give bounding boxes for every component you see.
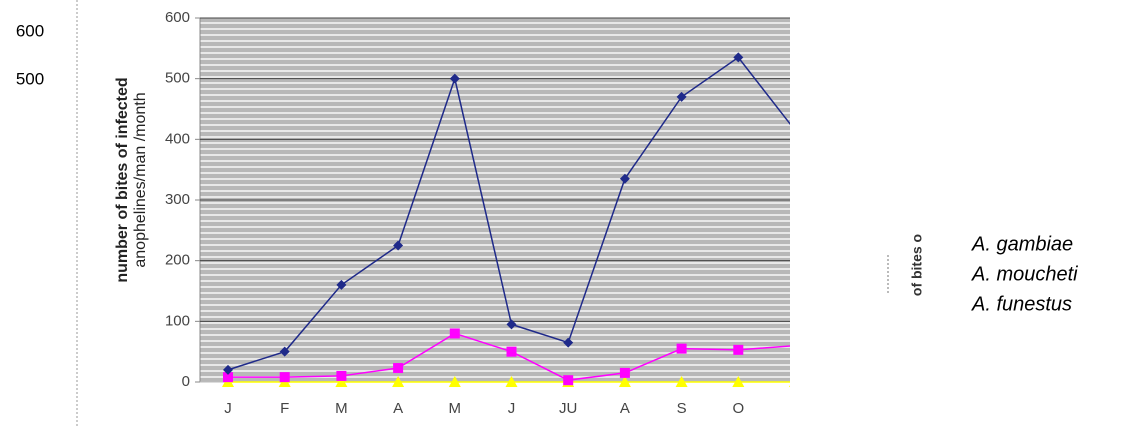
point <box>619 173 630 184</box>
y-tick-label: 200 <box>165 252 190 269</box>
point <box>448 376 461 387</box>
point <box>732 376 745 387</box>
x-tick-label: O <box>732 400 744 417</box>
x-tick-label: M <box>335 400 348 417</box>
point <box>676 343 687 354</box>
x-tick-label: A <box>620 400 630 417</box>
legend-entry: A. moucheti <box>971 263 1078 285</box>
y-tick-label: 600 <box>165 9 190 26</box>
point <box>563 375 574 386</box>
point <box>790 125 800 135</box>
legend-fragment: of bites o <box>909 234 925 296</box>
point <box>336 370 347 381</box>
fragment-tick-label: 600 <box>16 21 44 40</box>
point <box>505 376 518 387</box>
y-tick-label: 0 <box>182 373 190 390</box>
point <box>449 73 460 84</box>
x-tick-label: A <box>393 400 403 417</box>
point <box>335 376 348 387</box>
point <box>676 91 687 102</box>
point <box>336 279 347 290</box>
x-tick-label: J <box>508 400 516 417</box>
point <box>619 367 630 378</box>
point <box>675 376 688 387</box>
y-tick-label: 300 <box>165 191 190 208</box>
plot-series <box>222 52 800 387</box>
point <box>449 328 460 339</box>
x-tick-label: S <box>677 400 687 417</box>
point <box>279 346 290 357</box>
point <box>506 346 517 357</box>
point <box>393 363 404 374</box>
x-tick-label: F <box>280 400 289 417</box>
y-tick-label: 400 <box>165 130 190 147</box>
legend-entry: A. funestus <box>971 293 1072 315</box>
y-axis-label: anophelines/man /month <box>132 92 149 267</box>
y-tick-label: 500 <box>165 70 190 87</box>
x-tick-label: J <box>224 400 232 417</box>
point <box>789 385 790 387</box>
point <box>506 319 517 330</box>
legend-entry: A. gambiae <box>971 233 1073 255</box>
x-tick-label: JU <box>559 400 577 417</box>
x-tick-label: M <box>449 400 462 417</box>
point <box>790 341 800 351</box>
point <box>279 372 290 383</box>
point <box>223 364 233 375</box>
point <box>223 372 233 383</box>
y-axis-label: number of bites of infected <box>114 77 131 282</box>
point <box>393 240 404 251</box>
point <box>733 52 744 63</box>
point <box>563 337 574 348</box>
point <box>392 376 405 387</box>
point <box>733 344 744 355</box>
point <box>618 376 631 387</box>
fragment-tick-label: 500 <box>16 69 44 88</box>
y-tick-label: 100 <box>165 312 190 329</box>
